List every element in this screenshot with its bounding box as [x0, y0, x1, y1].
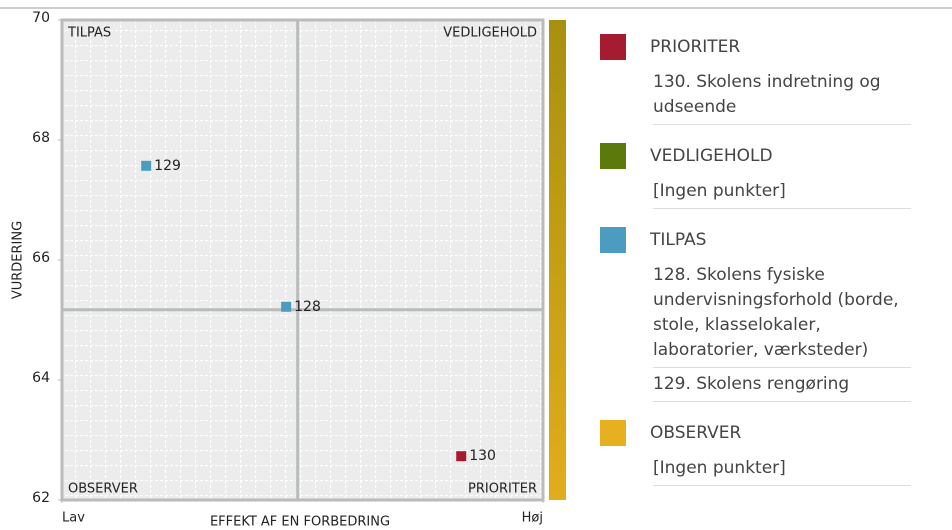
legend-swatch: [600, 34, 626, 60]
legend-label: OBSERVER: [650, 423, 742, 443]
point-label: 130: [469, 448, 496, 464]
y-tick-label: 68: [32, 130, 50, 146]
point: [141, 160, 152, 171]
point: [456, 451, 467, 462]
y-tick-label: 70: [32, 10, 50, 26]
legend-group: PRIORITER 130. Skolens indretning og udse…: [600, 28, 930, 125]
x-tick-label: Høj: [522, 511, 543, 526]
legend-label: VEDLIGEHOLD: [650, 146, 773, 166]
legend-item: 128. Skolens fysiske undervisningsforhol…: [653, 259, 911, 368]
legend-entry: OBSERVER: [600, 414, 930, 452]
y-axis-label: VURDERING: [11, 221, 26, 299]
legend-entry: VEDLIGEHOLD: [600, 137, 930, 175]
legend-item: [Ingen punkter]: [653, 452, 911, 486]
quadrant-label: PRIORITER: [468, 482, 537, 497]
legend-item: [Ingen punkter]: [653, 175, 911, 209]
legend: PRIORITER 130. Skolens indretning og udse…: [600, 28, 930, 498]
legend-entry: PRIORITER: [600, 28, 930, 66]
plot-area: [60, 18, 545, 502]
legend-swatch: [600, 143, 626, 169]
legend-group: VEDLIGEHOLD [Ingen punkter]: [600, 137, 930, 209]
legend-item: 130. Skolens indretning og udseende: [653, 66, 911, 125]
point-label: 128: [294, 299, 321, 315]
legend-swatch: [600, 420, 626, 446]
legend-group: TILPAS 128. Skolens fysiske undervisnings…: [600, 221, 930, 402]
quadrant-label: VEDLIGEHOLD: [443, 26, 537, 41]
y-tick-label: 66: [32, 250, 50, 266]
legend-entry: TILPAS: [600, 221, 930, 259]
x-axis-label: EFFEKT AF EN FORBEDRING: [210, 515, 390, 530]
y-tick-label: 62: [32, 490, 50, 506]
legend-label: TILPAS: [650, 230, 707, 250]
legend-swatch: [600, 227, 626, 253]
quadrant-label: TILPAS: [67, 26, 111, 41]
legend-label: PRIORITER: [650, 37, 741, 57]
x-tick-label: Lav: [62, 511, 85, 526]
point-label: 129: [154, 158, 181, 174]
y-tick-label: 64: [32, 370, 50, 386]
side-bar: [549, 20, 566, 500]
point: [281, 301, 292, 312]
quadrant-label: OBSERVER: [68, 482, 138, 497]
legend-item: 129. Skolens rengøring: [653, 368, 911, 402]
legend-group: OBSERVER [Ingen punkter]: [600, 414, 930, 486]
